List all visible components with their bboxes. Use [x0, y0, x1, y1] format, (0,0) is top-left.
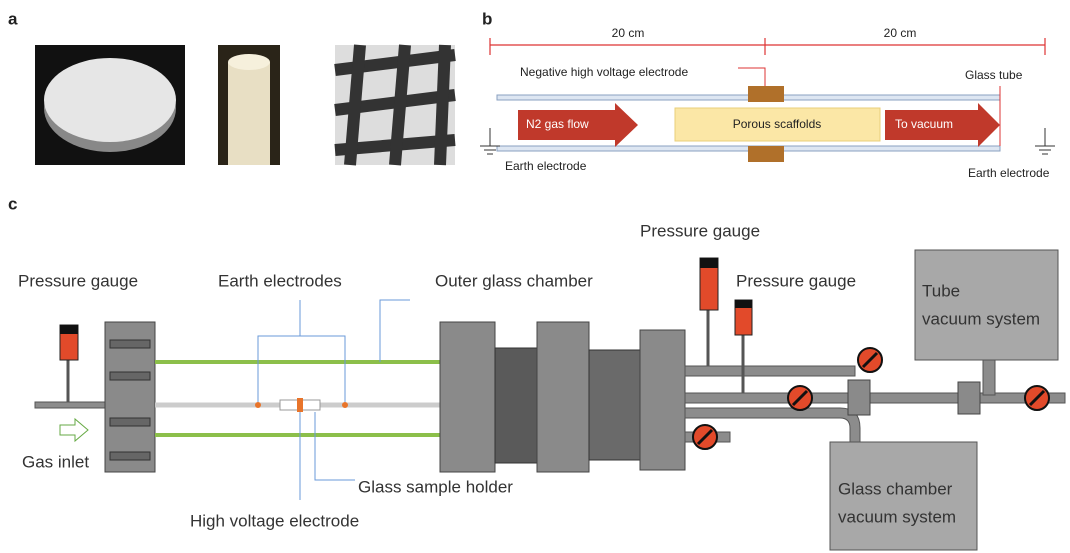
dimension-line [490, 38, 1045, 55]
pipe [685, 366, 855, 376]
label: vacuum system [838, 507, 956, 526]
leader-line [738, 68, 765, 88]
figure: a b 20 cm 20 cm Negative high voltage el… [0, 0, 1070, 553]
cylinder-top [228, 54, 270, 70]
chamber-body [495, 348, 540, 463]
label: Tube [922, 281, 960, 300]
arrow-label: To vacuum [895, 117, 953, 131]
pipe [983, 360, 995, 395]
earth-electrode [342, 402, 348, 408]
hv-electrode [748, 86, 784, 102]
bracket [258, 336, 345, 402]
micrograph-struts [335, 45, 455, 165]
leader-line [380, 300, 410, 362]
electrode-label: Negative high voltage electrode [520, 65, 688, 79]
disk-top [44, 58, 176, 142]
tube-vacuum-system [915, 250, 1058, 360]
label: Glass sample holder [358, 477, 513, 496]
gauge-cap [735, 300, 752, 308]
label: Pressure gauge [640, 221, 760, 240]
earth-label: Earth electrode [505, 159, 587, 173]
tee [958, 382, 980, 414]
hv-electrode [748, 146, 784, 162]
panel-label: a [8, 9, 18, 28]
panel-label: b [482, 9, 492, 28]
hv-electrode [297, 398, 303, 412]
flange [640, 330, 685, 470]
chamber-body [589, 350, 641, 460]
tee [848, 380, 870, 415]
arrow-label: N2 gas flow [526, 117, 589, 131]
label: vacuum system [922, 309, 1040, 328]
earth-electrode [255, 402, 261, 408]
panel-label: c [8, 194, 17, 213]
inlet-arrow [60, 419, 88, 441]
label: High voltage electrode [190, 511, 359, 530]
label: Glass chamber [838, 479, 953, 498]
inlet-pipe [35, 402, 110, 408]
label: Gas inlet [22, 452, 89, 471]
tube-label: Glass tube [965, 68, 1023, 82]
cylinder-body [228, 62, 270, 165]
flange [537, 322, 589, 472]
gauge-cap [60, 325, 78, 334]
label: Pressure gauge [18, 271, 138, 290]
flange [440, 322, 495, 472]
gauge-cap [700, 258, 718, 268]
label: Outer glass chamber [435, 271, 593, 290]
scaffold-label: Porous scaffolds [733, 117, 822, 131]
dimension-label: 20 cm [612, 26, 645, 40]
label: Pressure gauge [736, 271, 856, 290]
dimension-label: 20 cm [884, 26, 917, 40]
label: Earth electrodes [218, 271, 342, 290]
pipe [685, 393, 1065, 403]
earth-label: Earth electrode [968, 166, 1050, 180]
leader-line [315, 412, 355, 480]
